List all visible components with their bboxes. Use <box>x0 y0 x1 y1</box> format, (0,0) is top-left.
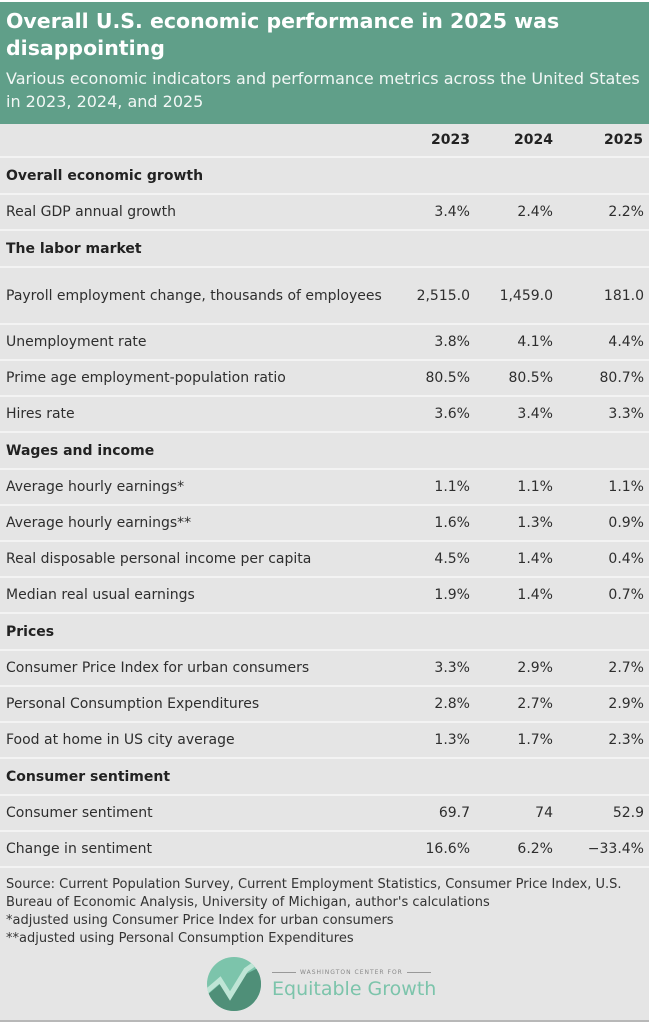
value-2023: 1.6% <box>393 505 476 542</box>
row-label: Consumer Price Index for urban consumers <box>0 650 393 687</box>
column-header-2024: 2024 <box>476 124 559 158</box>
footnote-pce: **adjusted using Personal Consumption Ex… <box>6 931 354 946</box>
page-subtitle: Various economic indicators and performa… <box>6 69 640 111</box>
section-row: Prices <box>0 613 649 651</box>
value-2024: 1,459.0 <box>476 267 559 325</box>
value-2024: 2.4% <box>476 194 559 231</box>
logo-circle-icon <box>207 957 261 1011</box>
row-label: Hires rate <box>0 396 393 433</box>
value-2024: 2.9% <box>476 650 559 687</box>
row-label: Change in sentiment <box>0 831 393 868</box>
data-table: 2023 2024 2025 Overall economic growth Re… <box>0 124 649 868</box>
value-2024: 1.1% <box>476 469 559 506</box>
column-header-row: 2023 2024 2025 <box>0 124 649 158</box>
value-2023: 3.4% <box>393 194 476 231</box>
row-label: Personal Consumption Expenditures <box>0 686 393 723</box>
section-label: The labor market <box>0 230 649 268</box>
value-2025: 3.3% <box>559 396 649 433</box>
source-note: Source: Current Population Survey, Curre… <box>6 877 622 910</box>
table-row: Unemployment rate 3.8% 4.1% 4.4% <box>0 324 649 361</box>
section-label: Overall economic growth <box>0 157 649 195</box>
footnotes: Source: Current Population Survey, Curre… <box>0 868 649 948</box>
table-row: Real disposable personal income per capi… <box>0 541 649 578</box>
footnote-cpi: *adjusted using Consumer Price Index for… <box>6 913 394 928</box>
row-label: Average hourly earnings** <box>0 505 393 542</box>
value-2024: 1.7% <box>476 722 559 759</box>
value-2024: 74 <box>476 795 559 832</box>
value-2025: 2.3% <box>559 722 649 759</box>
value-2023: 16.6% <box>393 831 476 868</box>
value-2024: 1.4% <box>476 541 559 578</box>
row-label: Real disposable personal income per capi… <box>0 541 393 578</box>
table-row: Consumer sentiment 69.7 74 52.9 <box>0 795 649 832</box>
value-2023: 2.8% <box>393 686 476 723</box>
column-header-2025: 2025 <box>559 124 649 158</box>
table-row: Food at home in US city average 1.3% 1.7% 2… <box>0 722 649 759</box>
logo-big-text: Equitable Growth <box>272 977 437 1000</box>
value-2024: 2.7% <box>476 686 559 723</box>
equitable-growth-logo: WASHINGTON CENTER FOR Equitable Growth <box>206 956 436 1012</box>
row-label: Food at home in US city average <box>0 722 393 759</box>
table-row: Payroll employment change, thousands of … <box>0 267 649 325</box>
value-2023: 1.1% <box>393 469 476 506</box>
value-2023: 4.5% <box>393 541 476 578</box>
table-row: Change in sentiment 16.6% 6.2% −33.4% <box>0 831 649 868</box>
section-row: Wages and income <box>0 432 649 470</box>
table-row: Average hourly earnings* 1.1% 1.1% 1.1% <box>0 469 649 506</box>
value-2023: 69.7 <box>393 795 476 832</box>
value-2025: 0.7% <box>559 577 649 614</box>
value-2025: 2.2% <box>559 194 649 231</box>
row-label: Consumer sentiment <box>0 795 393 832</box>
section-row: Overall economic growth <box>0 157 649 195</box>
value-2023: 2,515.0 <box>393 267 476 325</box>
table-row: Prime age employment-population ratio 80.… <box>0 360 649 397</box>
row-label: Payroll employment change, thousands of … <box>0 267 393 325</box>
section-label: Consumer sentiment <box>0 758 649 796</box>
table-row: Hires rate 3.6% 3.4% 3.3% <box>0 396 649 433</box>
value-2024: 1.3% <box>476 505 559 542</box>
table-row: Consumer Price Index for urban consumers… <box>0 650 649 687</box>
table-row: Average hourly earnings** 1.6% 1.3% 0.9% <box>0 505 649 542</box>
value-2023: 1.3% <box>393 722 476 759</box>
value-2025: 181.0 <box>559 267 649 325</box>
value-2024: 6.2% <box>476 831 559 868</box>
value-2023: 3.6% <box>393 396 476 433</box>
value-2025: 4.4% <box>559 324 649 361</box>
table-row: Median real usual earnings 1.9% 1.4% 0.7% <box>0 577 649 614</box>
section-label: Prices <box>0 613 649 651</box>
value-2024: 1.4% <box>476 577 559 614</box>
header: Overall U.S. economic performance in 202… <box>0 2 649 124</box>
column-header-label <box>0 124 393 158</box>
row-label: Median real usual earnings <box>0 577 393 614</box>
table-row: Real GDP annual growth 3.4% 2.4% 2.2% <box>0 194 649 231</box>
value-2024: 80.5% <box>476 360 559 397</box>
table-row: Personal Consumption Expenditures 2.8% 2.7… <box>0 686 649 723</box>
row-label: Real GDP annual growth <box>0 194 393 231</box>
value-2025: 2.9% <box>559 686 649 723</box>
value-2025: −33.4% <box>559 831 649 868</box>
row-label: Average hourly earnings* <box>0 469 393 506</box>
row-label: Prime age employment-population ratio <box>0 360 393 397</box>
value-2024: 3.4% <box>476 396 559 433</box>
value-2025: 2.7% <box>559 650 649 687</box>
section-row: Consumer sentiment <box>0 758 649 796</box>
value-2023: 1.9% <box>393 577 476 614</box>
value-2025: 52.9 <box>559 795 649 832</box>
value-2023: 3.8% <box>393 324 476 361</box>
value-2023: 3.3% <box>393 650 476 687</box>
logo-small-text: WASHINGTON CENTER FOR <box>300 968 403 976</box>
section-label: Wages and income <box>0 432 649 470</box>
value-2025: 0.9% <box>559 505 649 542</box>
value-2025: 1.1% <box>559 469 649 506</box>
page-title: Overall U.S. economic performance in 202… <box>6 9 560 60</box>
value-2025: 0.4% <box>559 541 649 578</box>
value-2023: 80.5% <box>393 360 476 397</box>
row-label: Unemployment rate <box>0 324 393 361</box>
section-row: The labor market <box>0 230 649 268</box>
value-2024: 4.1% <box>476 324 559 361</box>
value-2025: 80.7% <box>559 360 649 397</box>
column-header-2023: 2023 <box>393 124 476 158</box>
